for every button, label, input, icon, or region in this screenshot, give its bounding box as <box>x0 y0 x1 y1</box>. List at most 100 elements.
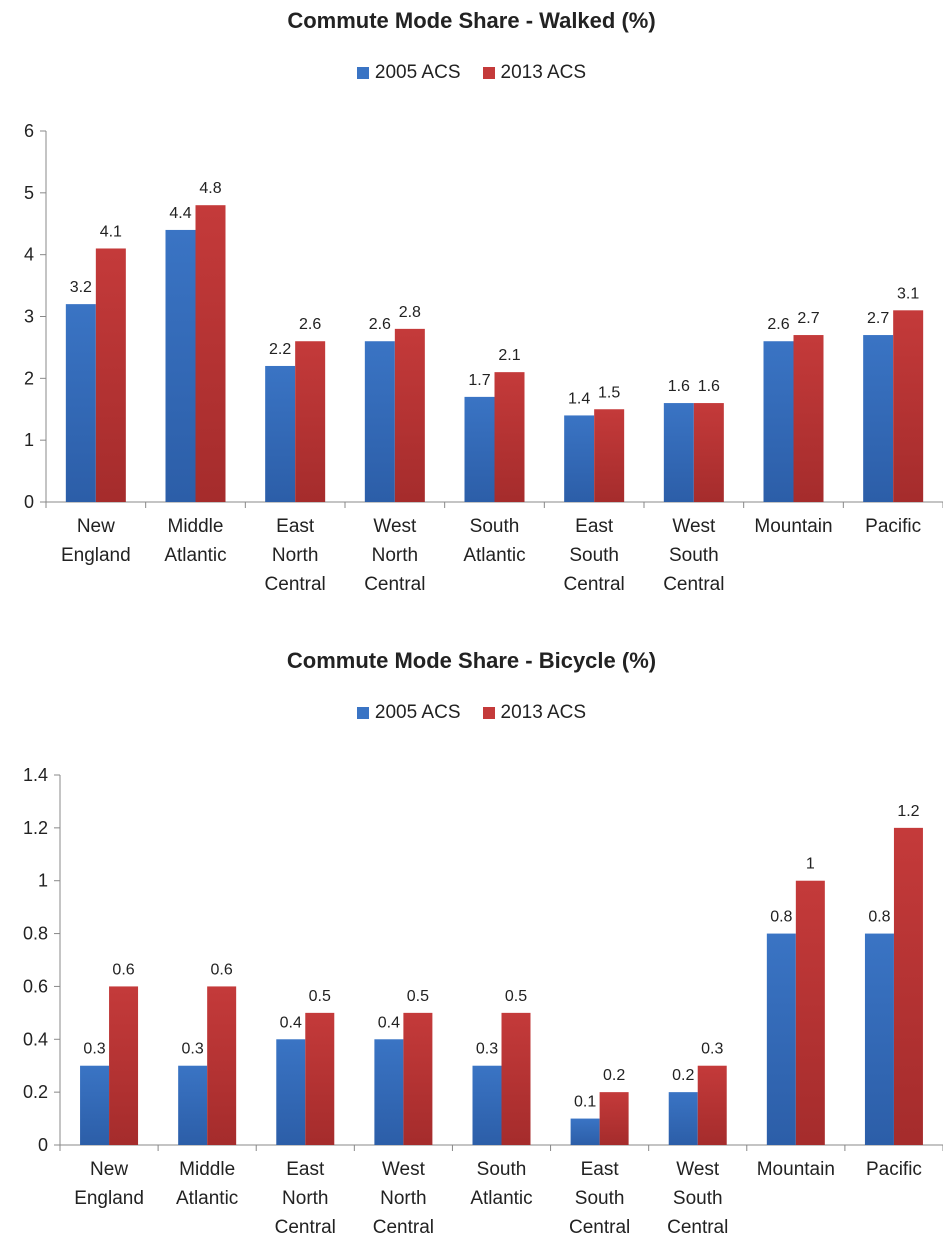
y-tick-label: 0 <box>38 1135 48 1155</box>
x-category-label: North <box>282 1188 328 1209</box>
legend-swatch-2005 <box>356 67 369 79</box>
y-tick-label: 1 <box>24 430 34 450</box>
y-tick-label: 0.4 <box>23 1029 48 1049</box>
x-category-label: England <box>74 1188 144 1209</box>
legend-label-2013: 2013 ACS <box>500 62 587 83</box>
bicycle-chart-legend: 2005 ACS 2013 ACS <box>0 702 943 724</box>
data-label: 0.4 <box>280 1014 302 1031</box>
data-label: 1.5 <box>598 384 620 401</box>
y-tick-label: 0.2 <box>23 1082 48 1102</box>
bar-2005 <box>864 933 894 1145</box>
y-tick-label: 0 <box>24 492 34 512</box>
x-category-label: England <box>61 545 131 566</box>
x-category-label: Central <box>265 574 326 595</box>
data-label: 1.4 <box>568 390 590 407</box>
data-label: 2.6 <box>767 316 789 333</box>
legend-item-2005: 2005 ACS <box>356 62 461 84</box>
bar-2005 <box>863 335 894 502</box>
data-label: 4.4 <box>169 205 191 222</box>
data-label: 2.6 <box>369 316 391 333</box>
bar-2013 <box>403 1012 433 1145</box>
y-tick-label: 0.8 <box>23 924 48 944</box>
x-category-label: Central <box>569 1217 630 1238</box>
data-label: 4.1 <box>100 223 122 240</box>
walked-chart-plot: 0 1 2 3 4 5 6 3.2 4.1 New England 4.4 4.8 Middle Atlan… <box>24 121 943 595</box>
data-label: 0.5 <box>309 988 331 1005</box>
data-label: 0.8 <box>868 909 890 926</box>
bar-2005 <box>763 341 794 502</box>
x-category-label: West <box>672 516 716 537</box>
x-category-label: South <box>575 1188 625 1209</box>
data-label: 0.5 <box>407 988 429 1005</box>
x-category-label: Pacific <box>866 1159 922 1180</box>
bar-2013 <box>594 409 625 502</box>
x-category-label: New <box>90 1159 128 1180</box>
data-label: 2.7 <box>867 310 889 327</box>
bar-2005 <box>766 933 796 1145</box>
y-tick-label: 0.6 <box>23 976 48 996</box>
data-label: 1.6 <box>668 378 690 395</box>
x-category-label: Middle <box>168 516 224 537</box>
data-label: 2.2 <box>269 341 291 358</box>
walked-chart-legend: 2005 ACS 2013 ACS <box>0 62 943 84</box>
bicycle-chart-panel: Commute Mode Share - Bicycle (%) 2005 AC… <box>0 640 943 1247</box>
data-label: 4.8 <box>199 180 221 197</box>
data-label: 0.3 <box>476 1041 498 1058</box>
bar-2013 <box>207 986 237 1145</box>
data-label: 0.6 <box>112 961 134 978</box>
x-category-label: Mountain <box>754 516 832 537</box>
legend-label-2005: 2005 ACS <box>374 702 461 723</box>
legend-swatch-2013 <box>482 67 495 79</box>
data-label: 0.4 <box>378 1014 400 1031</box>
x-category-label: East <box>581 1159 620 1180</box>
legend-label-2013: 2013 ACS <box>500 702 587 723</box>
bar-2013 <box>195 205 226 502</box>
x-category-label: New <box>77 516 115 537</box>
x-category-label: South <box>477 1159 527 1180</box>
x-category-label: Central <box>373 1217 434 1238</box>
data-label: 2.8 <box>399 304 421 321</box>
y-tick-label: 1 <box>38 871 48 891</box>
bar-2013 <box>795 880 825 1145</box>
data-label: 0.3 <box>701 1041 723 1058</box>
bar-2005 <box>265 365 296 502</box>
bar-2013 <box>893 310 924 502</box>
bicycle-chart-title: Commute Mode Share - Bicycle (%) <box>286 648 657 673</box>
data-label: 1.7 <box>468 372 490 389</box>
data-label: 1 <box>806 856 815 873</box>
data-label: 2.1 <box>498 347 520 364</box>
walked-chart-title: Commute Mode Share - Walked (%) <box>287 8 656 33</box>
x-category-label: Central <box>564 574 625 595</box>
legend-item-2013: 2013 ACS <box>482 702 587 724</box>
data-label: 0.2 <box>672 1067 694 1084</box>
bar-2005 <box>65 304 96 502</box>
legend-swatch-2005 <box>356 707 369 719</box>
bar-2005 <box>80 1065 110 1145</box>
data-label: 3.2 <box>70 279 92 296</box>
data-label: 1.2 <box>897 803 919 820</box>
bar-2013 <box>793 335 824 502</box>
walked-chart-panel: Commute Mode Share - Walked (%) 2005 ACS… <box>0 0 943 620</box>
bar-2005 <box>464 396 495 502</box>
bar-2013 <box>295 341 326 502</box>
data-label: 0.3 <box>182 1041 204 1058</box>
x-category-label: North <box>272 545 318 566</box>
bar-2013 <box>95 248 126 502</box>
x-category-label: South <box>673 1188 723 1209</box>
data-label: 0.5 <box>505 988 527 1005</box>
data-label: 3.1 <box>897 285 919 302</box>
x-category-label: Pacific <box>865 516 921 537</box>
bar-2013 <box>697 1065 727 1145</box>
bar-2005 <box>668 1092 698 1145</box>
x-category-label: Atlantic <box>463 545 525 566</box>
bar-2013 <box>305 1012 335 1145</box>
bar-2013 <box>893 827 923 1145</box>
x-category-label: North <box>380 1188 426 1209</box>
legend-item-2013: 2013 ACS <box>482 62 587 84</box>
data-label: 0.1 <box>574 1094 596 1111</box>
data-label: 0.6 <box>211 961 233 978</box>
y-tick-label: 1.2 <box>23 818 48 838</box>
y-tick-label: 4 <box>24 245 34 265</box>
x-category-label: West <box>373 516 417 537</box>
data-label: 0.2 <box>603 1067 625 1084</box>
